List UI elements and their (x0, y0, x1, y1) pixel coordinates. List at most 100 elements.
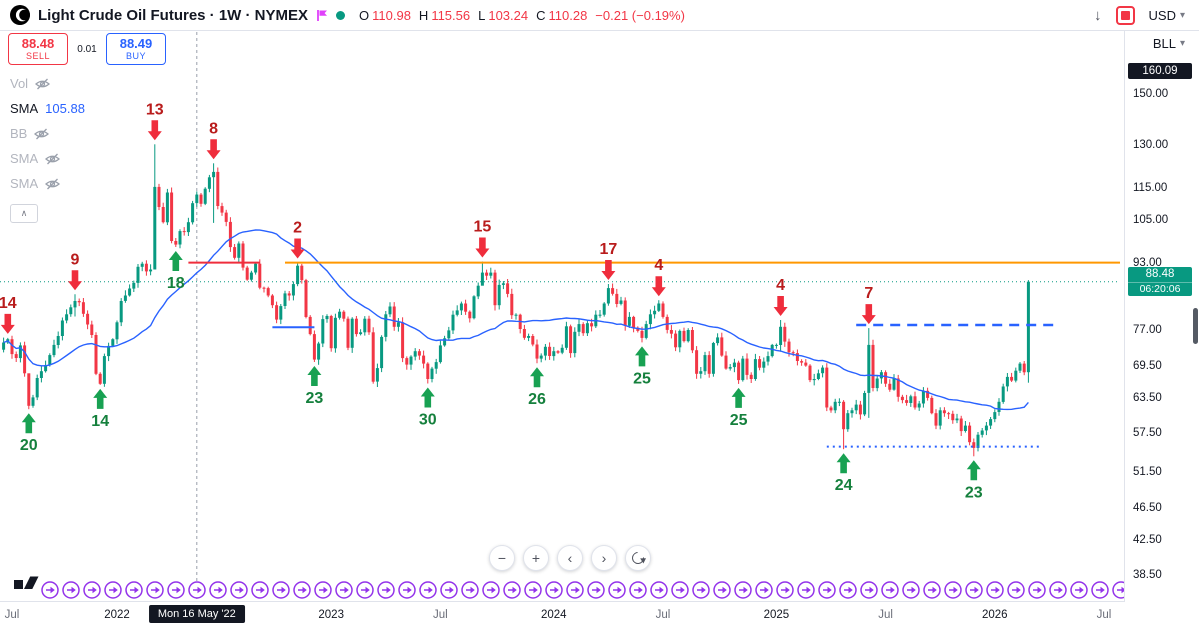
legend-row-bb[interactable]: BB (10, 121, 85, 146)
contract-rollover-event-icon[interactable] (440, 581, 458, 599)
contract-rollover-event-icon[interactable] (713, 581, 731, 599)
contract-rollover-event-icon[interactable] (671, 581, 689, 599)
currency-select[interactable]: USD ▾ (1149, 8, 1185, 23)
contract-rollover-event-icon[interactable] (965, 581, 983, 599)
scroll-right-button[interactable]: › (591, 545, 617, 571)
zoom-out-button[interactable]: − (489, 545, 515, 571)
contract-rollover-event-icon[interactable] (881, 581, 899, 599)
contract-rollover-event-icon[interactable] (650, 581, 668, 599)
low-label: L (478, 7, 486, 23)
buy-signal-marker: 18 (167, 251, 185, 292)
contract-rollover-event-icon[interactable] (692, 581, 710, 599)
zoom-in-button[interactable]: + (523, 545, 549, 571)
symbol-title[interactable]: Light Crude Oil Futures · 1W · NYMEX (38, 6, 308, 24)
contract-rollover-event-icon[interactable] (1049, 581, 1067, 599)
contract-rollover-event-icon[interactable] (335, 581, 353, 599)
contract-rollover-event-icon[interactable] (545, 581, 563, 599)
contract-rollover-event-icon[interactable] (1091, 581, 1109, 599)
time-tick-label: 2023 (318, 609, 344, 621)
contract-rollover-event-icon[interactable] (944, 581, 962, 599)
legend-row-volume[interactable]: Vol (10, 71, 85, 96)
contract-rollover-event-icon[interactable] (146, 581, 164, 599)
contract-rollover-event-icon[interactable] (734, 581, 752, 599)
legend-row-sma3[interactable]: SMA (10, 171, 85, 196)
contract-rollover-event-icon[interactable] (923, 581, 941, 599)
sell-button[interactable]: 88.48 SELL (8, 33, 68, 65)
legend-row-sma[interactable]: SMA 105.88 (10, 96, 85, 121)
contract-rollover-event-icon[interactable] (251, 581, 269, 599)
buy-signal-marker: 26 (528, 367, 546, 408)
contract-rollover-event-icon[interactable] (62, 581, 80, 599)
contract-rollover-event-icon[interactable] (377, 581, 395, 599)
flag-icon[interactable] (316, 9, 328, 22)
contract-rollover-event-icon[interactable] (461, 581, 479, 599)
svg-text:4: 4 (654, 257, 663, 274)
eye-off-icon[interactable] (34, 128, 50, 140)
contract-rollover-event-icon[interactable] (1028, 581, 1046, 599)
indicator-label: SMA (10, 176, 39, 191)
contract-rollover-event-icon[interactable] (1070, 581, 1088, 599)
contract-rollover-event-icon[interactable] (503, 581, 521, 599)
contract-rollover-event-icon[interactable] (293, 581, 311, 599)
contract-rollover-event-icon[interactable] (314, 581, 332, 599)
contract-rollover-event-icon[interactable] (524, 581, 542, 599)
contract-rollover-event-icon[interactable] (356, 581, 374, 599)
plus-icon: + (531, 550, 541, 566)
contract-rollover-event-icon[interactable] (41, 581, 59, 599)
download-icon[interactable]: ↓ (1094, 6, 1102, 24)
contract-rollover-event-icon[interactable] (272, 581, 290, 599)
contract-rollover-event-icon[interactable] (818, 581, 836, 599)
screenshot-icon[interactable] (1115, 5, 1135, 25)
indicator-label: SMA (10, 151, 39, 166)
unit-select[interactable]: BLL ▾ (1153, 36, 1185, 51)
contract-rollover-event-icon[interactable] (104, 581, 122, 599)
contract-rollover-event-icon[interactable] (587, 581, 605, 599)
time-tick-label: Jul (878, 609, 893, 621)
contract-rollover-event-icon[interactable] (482, 581, 500, 599)
market-status-dot[interactable] (336, 10, 345, 20)
chevron-left-icon: ‹ (567, 550, 573, 566)
buy-signal-marker: 25 (730, 387, 748, 429)
contract-rollover-event-icon[interactable] (629, 581, 647, 599)
contract-rollover-event-icon[interactable] (566, 581, 584, 599)
contract-rollover-event-icon[interactable] (419, 581, 437, 599)
svg-text:13: 13 (146, 101, 164, 118)
contract-rollover-event-icon[interactable] (902, 581, 920, 599)
legend-collapse-button[interactable]: ∧ (10, 204, 38, 223)
price-scale[interactable]: 160.09 88.48 06:20:06 150.00 130.00 115.00… (1124, 30, 1199, 629)
eye-off-icon[interactable] (45, 178, 61, 190)
reset-chart-button[interactable] (625, 545, 651, 571)
contract-rollover-event-icon[interactable] (608, 581, 626, 599)
contract-rollover-event-icon[interactable] (776, 581, 794, 599)
contract-rollover-event-icon[interactable] (209, 581, 227, 599)
tradingview-logo[interactable] (14, 576, 40, 599)
price-tick-label: 69.50 (1133, 360, 1162, 373)
contract-rollover-event-icon[interactable] (83, 581, 101, 599)
contract-rollover-event-icon[interactable] (797, 581, 815, 599)
contract-rollover-event-icon[interactable] (1007, 581, 1025, 599)
contract-rollover-event-icon[interactable] (188, 581, 206, 599)
contract-rollover-event-icon[interactable] (755, 581, 773, 599)
contract-rollover-event-icon[interactable] (230, 581, 248, 599)
eye-off-icon[interactable] (45, 153, 61, 165)
time-tick-label: 2025 (763, 609, 790, 621)
time-scale[interactable]: Mon 16 May '22 Jul 2022 2023 Jul 2024 Jul 2025… (0, 601, 1125, 629)
contract-rollover-event-icon[interactable] (839, 581, 857, 599)
scrollbar-thumb[interactable] (1193, 308, 1198, 344)
svg-text:14: 14 (91, 413, 109, 430)
scroll-left-button[interactable]: ‹ (557, 545, 583, 571)
legend-row-sma2[interactable]: SMA (10, 146, 85, 171)
eye-off-icon[interactable] (35, 78, 51, 90)
buy-signal-marker: 23 (306, 366, 323, 407)
sell-signal-marker: 15 (474, 219, 491, 258)
contract-rollover-event-icon[interactable] (398, 581, 416, 599)
buy-button[interactable]: 88.49 BUY (106, 33, 166, 65)
contract-rollover-event-icon[interactable] (167, 581, 185, 599)
contract-rollover-event-icon[interactable] (986, 581, 1004, 599)
indicator-value: 105.88 (45, 101, 85, 116)
price-tick-label: 77.00 (1133, 323, 1162, 336)
contract-rollover-event-icon[interactable] (860, 581, 878, 599)
contract-rollover-event-icon[interactable] (125, 581, 143, 599)
time-tick-label: Jul (1096, 609, 1112, 621)
